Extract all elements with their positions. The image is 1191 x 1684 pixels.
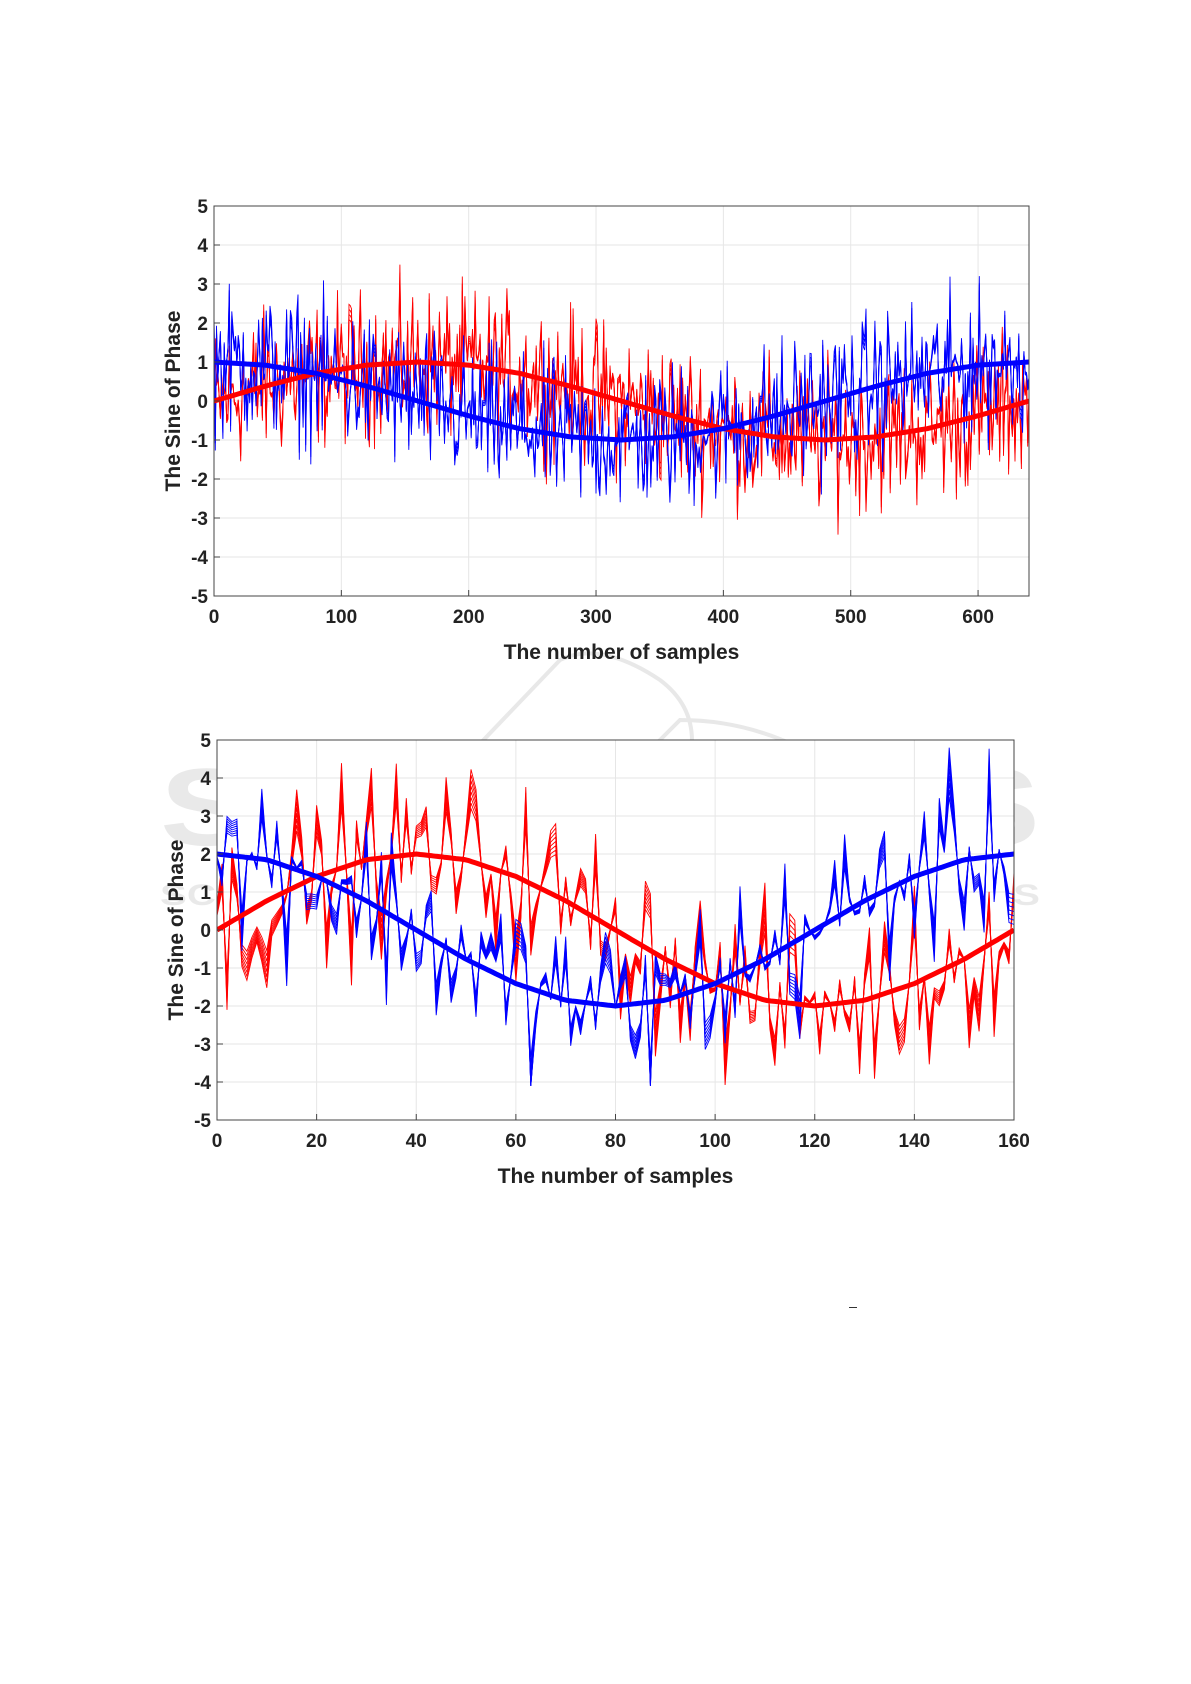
y-tick-label: 1 [200,883,211,904]
y-tick-label: 2 [200,845,211,866]
y-tick-label: -3 [194,1035,211,1056]
blue-thick-sine-line [217,851,1014,1009]
y-tick-label: 1 [197,353,208,374]
x-tick-label: 0 [209,607,220,628]
chart-phase-160: 0 20 40 60 80 100 120 140 160 5 4 3 2 1 0 -1 -2 -3 -4 -5 The… [165,731,1030,1188]
y-tick-label: -3 [191,509,208,530]
y-tick-label: -1 [191,431,208,452]
x-tick-label: 40 [406,1131,427,1152]
y-tick-label: -2 [194,997,211,1018]
y-tick-label: 2 [197,314,208,335]
x-tick-label: 80 [605,1131,626,1152]
y-tick-label: -1 [194,959,211,980]
red-noisy-trace [217,763,1014,1086]
y-tick-label: 5 [200,731,211,752]
x-tick-label: 60 [505,1131,526,1152]
x-tick-label: 100 [699,1131,731,1152]
x-tick-label: 300 [580,607,612,628]
x-tick-label: 600 [962,607,994,628]
x-tick-label: 100 [325,607,357,628]
x-tick-label: 400 [708,607,740,628]
y-tick-label: 3 [200,807,211,828]
y-tick-label: 3 [197,275,208,296]
y-tick-label: -5 [194,1111,211,1132]
x-axis-title: The number of samples [498,1165,734,1188]
x-tick-label: 160 [998,1131,1030,1152]
y-tick-label: -4 [191,548,208,569]
x-tick-label: 20 [306,1131,327,1152]
y-axis-title: The Sine of Phase [165,840,188,1021]
x-tick-label: 120 [799,1131,831,1152]
stray-dash-mark [849,1307,857,1308]
y-tick-label: 5 [197,197,208,218]
chart-phase-640: 0 100 200 300 400 500 600 5 4 3 2 1 0 -1 -2 -3 -4 -5 The n… [162,197,1030,664]
blue-noisy-trace [214,276,1029,507]
y-axis-title: The Sine of Phase [162,311,185,492]
x-axis-title: The number of samples [504,641,740,664]
y-tick-label: 0 [200,921,211,942]
x-tick-label: 200 [453,607,485,628]
x-tick-label: 500 [835,607,867,628]
y-tick-label: -2 [191,470,208,491]
red-thick-sine-line [214,359,1029,443]
x-tick-label: 0 [212,1131,223,1152]
y-tick-label: 4 [197,236,208,257]
y-tick-label: 4 [200,769,211,790]
red-thick-sine-line [217,851,1014,1009]
y-tick-label: 0 [197,392,208,413]
x-tick-label: 140 [899,1131,931,1152]
y-tick-label: -4 [194,1073,211,1094]
blue-thick-sine-line [214,359,1029,443]
y-tick-label: -5 [191,587,208,608]
